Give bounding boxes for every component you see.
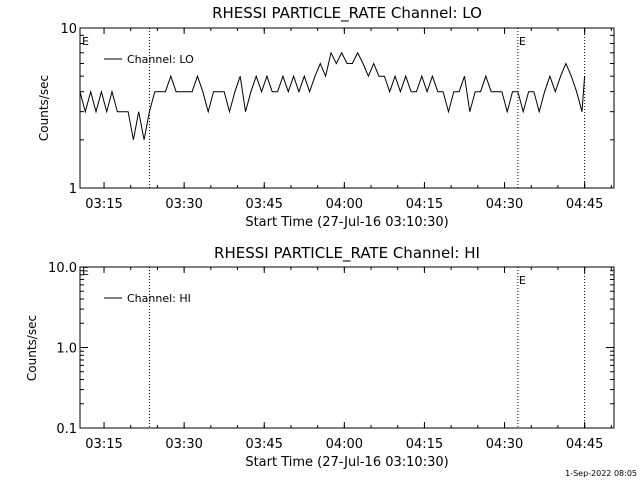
- vertical-markers-lo: E: [148, 28, 586, 188]
- chart-title-hi: RHESSI PARTICLE_RATE Channel: HI: [214, 244, 480, 263]
- plot-frame-lo: [79, 27, 615, 189]
- footer-timestamp: 1-Sep-2022 08:05: [565, 469, 637, 478]
- panel-lo: RHESSI PARTICLE_RATE Channel: LO Counts/…: [37, 4, 615, 230]
- legend-hi: Channel: HI: [104, 292, 191, 305]
- x-axis-label-hi: Start Time (27-Jul-16 03:10:30): [245, 455, 448, 470]
- series-line-lo: [79, 51, 586, 140]
- legend-label-lo: Channel: LO: [127, 53, 194, 66]
- x-tick-label: 04:00: [326, 197, 363, 212]
- edge-label-lo: E: [82, 35, 89, 48]
- event-marker-label: E: [519, 35, 526, 48]
- vertical-markers-hi: E: [148, 267, 586, 428]
- x-tick-label: 04:45: [566, 197, 603, 212]
- axis-ticks-lo: 03:15 03:30 03:45 04:00 04:15 04:30 04:45 1 10: [60, 22, 614, 212]
- y-tick-label: 1: [69, 182, 77, 197]
- x-tick-label: 03:45: [245, 437, 282, 452]
- x-tick-label: 04:30: [486, 197, 523, 212]
- y-tick-label: 10: [60, 22, 77, 37]
- x-tick-label: 04:45: [566, 437, 603, 452]
- x-axis-label-lo: Start Time (27-Jul-16 03:10:30): [245, 215, 448, 230]
- y-tick-label: 0.1: [56, 422, 77, 437]
- x-tick-label: 04:30: [486, 437, 523, 452]
- x-tick-label: 03:30: [165, 437, 202, 452]
- chart-title-lo: RHESSI PARTICLE_RATE Channel: LO: [212, 4, 482, 23]
- panel-hi: RHESSI PARTICLE_RATE Channel: HI Counts/…: [25, 244, 615, 470]
- legend-lo: Channel: LO: [104, 53, 194, 66]
- event-marker-label: E: [519, 274, 526, 287]
- y-axis-label-lo: Counts/sec: [37, 75, 51, 141]
- y-tick-label: 10.0: [48, 261, 77, 276]
- x-tick-label: 03:15: [85, 197, 122, 212]
- x-tick-label: 04:15: [406, 197, 443, 212]
- legend-label-hi: Channel: HI: [127, 292, 191, 305]
- x-tick-label: 03:45: [245, 197, 282, 212]
- x-tick-label: 03:15: [85, 437, 122, 452]
- x-tick-label: 04:00: [326, 437, 363, 452]
- x-tick-label: 03:30: [165, 197, 202, 212]
- y-tick-label: 1.0: [56, 342, 77, 357]
- y-axis-label-hi: Counts/sec: [25, 315, 39, 381]
- edge-label-hi: E: [82, 265, 89, 278]
- x-tick-label: 04:15: [406, 437, 443, 452]
- axis-ticks-hi: 03:15 03:30 03:45 04:00 04:15 04:30 04:45 0.1 1.…: [48, 261, 614, 452]
